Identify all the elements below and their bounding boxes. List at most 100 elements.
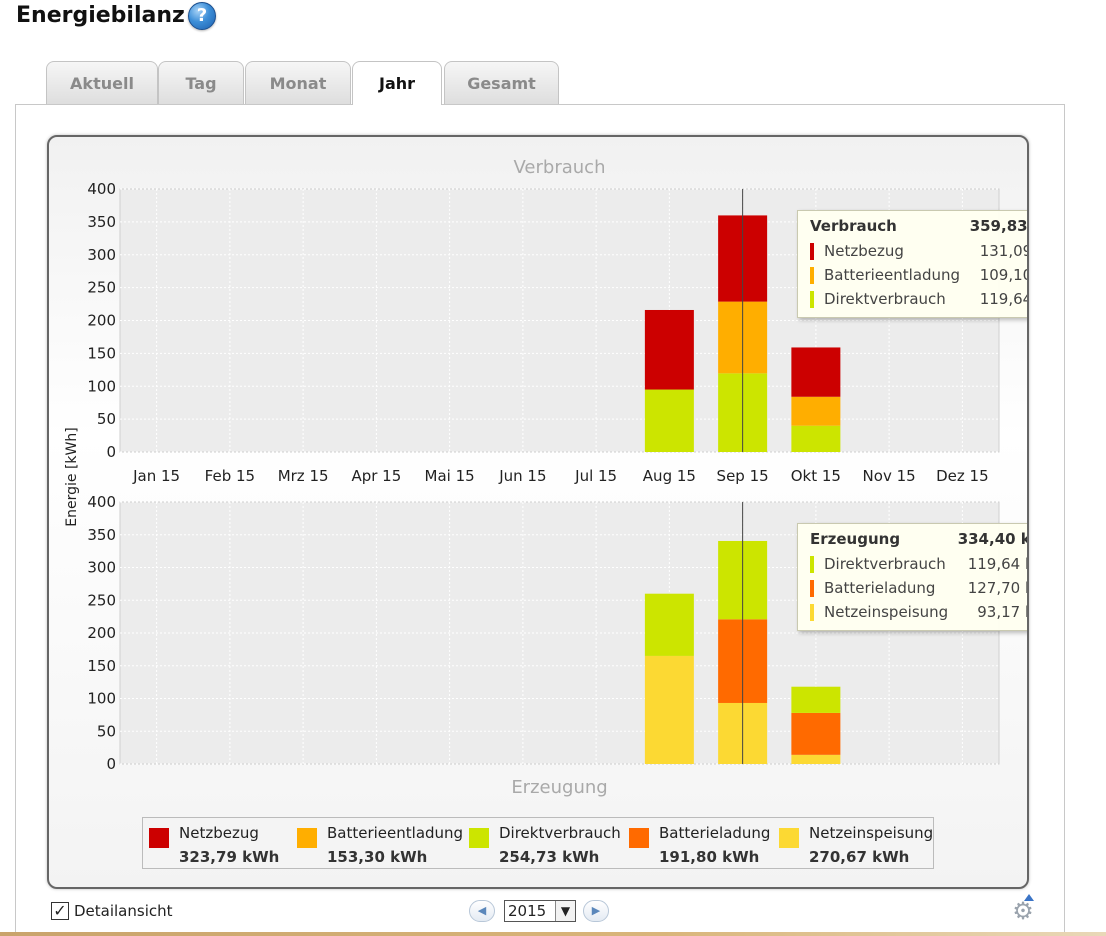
x-tick-label: Dez 15 [936, 467, 989, 485]
tooltip-swatch [810, 555, 814, 573]
legend-name: Direktverbrauch [499, 824, 621, 842]
chevron-left-icon[interactable]: ◀ [469, 900, 495, 922]
tooltip-row: Netzeinspeisung 93,17 kWh [810, 600, 1027, 624]
tab-aktuell[interactable]: Aktuell [46, 61, 158, 104]
x-tick-label: Aug 15 [643, 467, 696, 485]
bar-batterieentladung [791, 396, 841, 426]
tooltip-total: 359,83 kWh [969, 217, 1028, 235]
chevron-right-icon[interactable]: ▶ [583, 900, 609, 922]
gear-icon[interactable]: ⚙ [1012, 897, 1034, 925]
tooltip-row: Direktverbrauch 119,64 kWh [810, 552, 1027, 576]
tooltip-erzeugung: Erzeugung 334,40 kWh Direktverbrauch 119… [797, 523, 1027, 631]
y-tick-label: 400 [87, 493, 116, 511]
y-tick-label: 300 [87, 559, 116, 577]
y-tick-label: 200 [87, 624, 116, 642]
tooltip-swatch [810, 266, 814, 284]
tooltip-swatch [810, 290, 814, 308]
legend-swatch [469, 828, 489, 848]
chart-panel: 0 50 100 150 200 250 300 350 400 Verbrauch Jan 15 F… [47, 135, 1029, 889]
detail-checkbox[interactable]: ✓ [51, 902, 69, 920]
bar-direktverbrauch [644, 389, 694, 452]
bar-netzeinspeisung [644, 655, 694, 764]
tooltip-row-value: 131,09 kWh [979, 242, 1029, 260]
legend-value: 153,30 kWh [327, 848, 428, 866]
tooltip-title: Verbrauch [810, 217, 897, 235]
y-tick-label: 400 [87, 180, 116, 198]
tooltip-row-label: Batterieladung [824, 579, 936, 597]
page-title: Energiebilanz [16, 3, 185, 28]
y-tick-label: 150 [87, 657, 116, 675]
y-tick-label: 250 [87, 279, 116, 297]
tooltip-row: Direktverbrauch 119,64 kWh [810, 287, 1027, 311]
x-tick-label: Nov 15 [863, 467, 916, 485]
legend-value: 323,79 kWh [179, 848, 280, 866]
legend-name: Netzbezug [179, 824, 259, 842]
x-tick-label: Okt 15 [791, 467, 841, 485]
tooltip-swatch [810, 603, 814, 621]
legend-swatch [149, 828, 169, 848]
tooltip-row-label: Netzbezug [824, 242, 904, 260]
tab-gesamt[interactable]: Gesamt [444, 61, 559, 104]
tooltip-title: Erzeugung [810, 530, 901, 548]
legend-value: 254,73 kWh [499, 848, 600, 866]
tooltip-row-value: 93,17 kWh [977, 603, 1027, 621]
chart-title: Erzeugung [511, 777, 607, 798]
y-tick-label: 100 [87, 690, 116, 708]
tooltip-row: Batterieentladung 109,10 kWh [810, 263, 1029, 287]
legend-name: Batterieladung [659, 824, 771, 842]
bottom-divider [0, 932, 1106, 936]
x-tick-label: Feb 15 [205, 467, 255, 485]
legend-value: 270,67 kWh [809, 848, 910, 866]
legend-name: Batterieentladung [327, 824, 464, 842]
tooltip-row: Netzbezug 131,09 kWh [810, 239, 1029, 263]
tooltip-row-label: Direktverbrauch [824, 555, 946, 573]
tooltip-row-value: 119,64 kWh [967, 555, 1027, 573]
y-tick-label: 300 [87, 246, 116, 264]
y-tick-label: 100 [87, 377, 116, 395]
tab-jahr[interactable]: Jahr [352, 61, 442, 105]
tooltip-row-label: Netzeinspeisung [824, 603, 949, 621]
x-tick-label: Mrz 15 [278, 467, 329, 485]
tooltip-row-label: Direktverbrauch [824, 290, 946, 308]
tooltip-row-label: Batterieentladung [824, 266, 961, 284]
y-tick-label: 50 [97, 722, 116, 740]
tooltip-swatch [810, 242, 814, 260]
y-tick-label: 350 [87, 213, 116, 231]
tab-tag[interactable]: Tag [158, 61, 244, 104]
help-icon[interactable]: ? [188, 2, 216, 30]
legend-name: Netzeinspeisung [809, 824, 934, 842]
x-tick-label: Sep 15 [717, 467, 769, 485]
x-tick-label: Mai 15 [425, 467, 475, 485]
x-tick-label: Jun 15 [498, 467, 546, 485]
legend-swatch [629, 828, 649, 848]
tab-monat[interactable]: Monat [245, 61, 351, 104]
x-tick-label: Apr 15 [351, 467, 401, 485]
y-tick-label: 150 [87, 344, 116, 362]
detail-checkbox-label[interactable]: Detailansicht [74, 902, 173, 920]
chart-title: Verbrauch [514, 157, 606, 178]
x-tick-label: Jan 15 [132, 467, 180, 485]
y-tick-label: 0 [106, 443, 116, 461]
footer-toolbar: ✓ Detailansicht ◀ 2015 ▼ ▶ ⚙ [0, 894, 1106, 926]
x-tick-label: Jul 15 [574, 467, 617, 485]
y-tick-label: 50 [97, 410, 116, 428]
bar-netzbezug [644, 309, 694, 390]
chevron-down-icon[interactable]: ▼ [555, 901, 575, 921]
tooltip-swatch [810, 579, 814, 597]
tooltip-row: Batterieladung 127,70 kWh [810, 576, 1027, 600]
legend-swatch [297, 828, 317, 848]
bar-netzbezug [791, 347, 841, 397]
bar-netzeinspeisung [791, 754, 841, 764]
chart-legend: Netzbezug 323,79 kWh Batterieentladung 1… [142, 817, 934, 869]
legend-swatch [779, 828, 799, 848]
y-tick-label: 0 [106, 755, 116, 773]
bar-batterieladung [791, 712, 841, 755]
caret-up-icon[interactable] [1024, 894, 1034, 901]
y-axis-label: Energie [kWh] [64, 427, 80, 526]
tooltip-verbrauch: Verbrauch 359,83 kWh Netzbezug 131,09 kW… [797, 210, 1029, 318]
year-select[interactable]: 2015 ▼ [504, 900, 576, 922]
y-tick-label: 350 [87, 526, 116, 544]
year-value: 2015 [508, 902, 547, 920]
tooltip-total: 334,40 kWh [957, 530, 1027, 548]
tooltip-row-value: 109,10 kWh [979, 266, 1029, 284]
